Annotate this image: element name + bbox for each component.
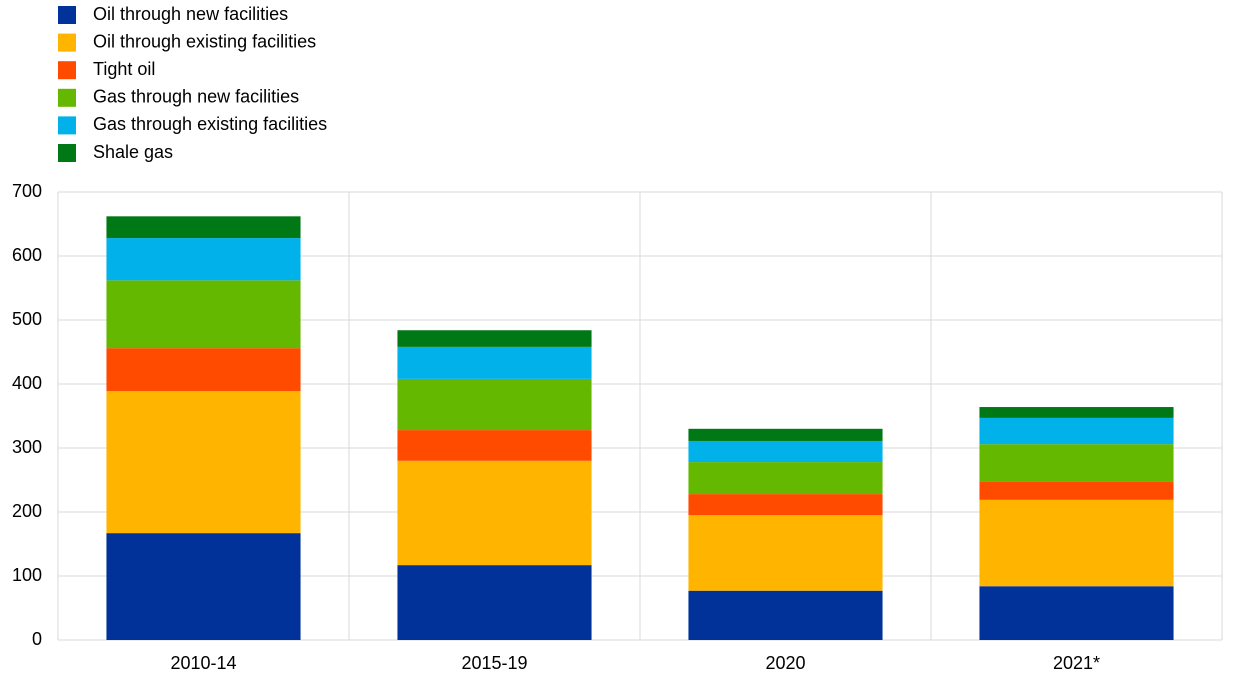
bar-segment xyxy=(688,440,883,463)
legend-label: Gas through new facilities xyxy=(93,87,299,107)
legend-swatch xyxy=(58,61,76,80)
x-tick-label: 2015-19 xyxy=(461,653,527,673)
y-tick-label: 700 xyxy=(12,181,42,201)
bar-segment xyxy=(106,216,301,239)
bar-segment xyxy=(397,330,592,347)
bar-segment xyxy=(106,348,301,392)
legend-label: Oil through new facilities xyxy=(93,4,288,24)
bar-segment xyxy=(397,565,592,640)
bar-segment xyxy=(979,407,1174,418)
y-tick-label: 600 xyxy=(12,245,42,265)
x-tick-label: 2020 xyxy=(765,653,805,673)
bar-segment xyxy=(397,378,592,431)
bar-segment xyxy=(979,444,1174,482)
legend-swatch xyxy=(58,33,76,52)
x-tick-label: 2021* xyxy=(1053,653,1100,673)
y-tick-label: 400 xyxy=(12,373,42,393)
bar-segment xyxy=(688,515,883,591)
bar-segment xyxy=(688,590,883,640)
bar-segment xyxy=(397,430,592,461)
bar-segment xyxy=(397,346,592,379)
bar-segment xyxy=(106,391,301,534)
legend-swatch xyxy=(58,116,76,135)
y-tick-label: 500 xyxy=(12,309,42,329)
bar-segment xyxy=(979,417,1174,445)
bar-segment xyxy=(688,462,883,495)
y-tick-label: 300 xyxy=(12,437,42,457)
bar-segment xyxy=(979,499,1174,587)
legend-swatch xyxy=(58,144,76,162)
bar-segment xyxy=(106,280,301,349)
bar-segment xyxy=(106,238,301,281)
y-tick-label: 0 xyxy=(32,629,42,649)
legend-label: Tight oil xyxy=(93,59,155,79)
legend-label: Gas through existing facilities xyxy=(93,114,327,134)
legend-label: Shale gas xyxy=(93,142,173,162)
bar-segment xyxy=(397,460,592,566)
bar-segment xyxy=(979,481,1174,500)
y-tick-label: 200 xyxy=(12,501,42,521)
bar-segment xyxy=(106,533,301,640)
bar-segment xyxy=(688,428,883,441)
bar-segment xyxy=(979,586,1174,640)
legend-swatch xyxy=(58,6,76,24)
x-tick-label: 2010-14 xyxy=(170,653,236,673)
legend-label: Oil through existing facilities xyxy=(93,31,316,51)
y-tick-label: 100 xyxy=(12,565,42,585)
legend-swatch xyxy=(58,88,76,107)
bar-segment xyxy=(688,494,883,516)
